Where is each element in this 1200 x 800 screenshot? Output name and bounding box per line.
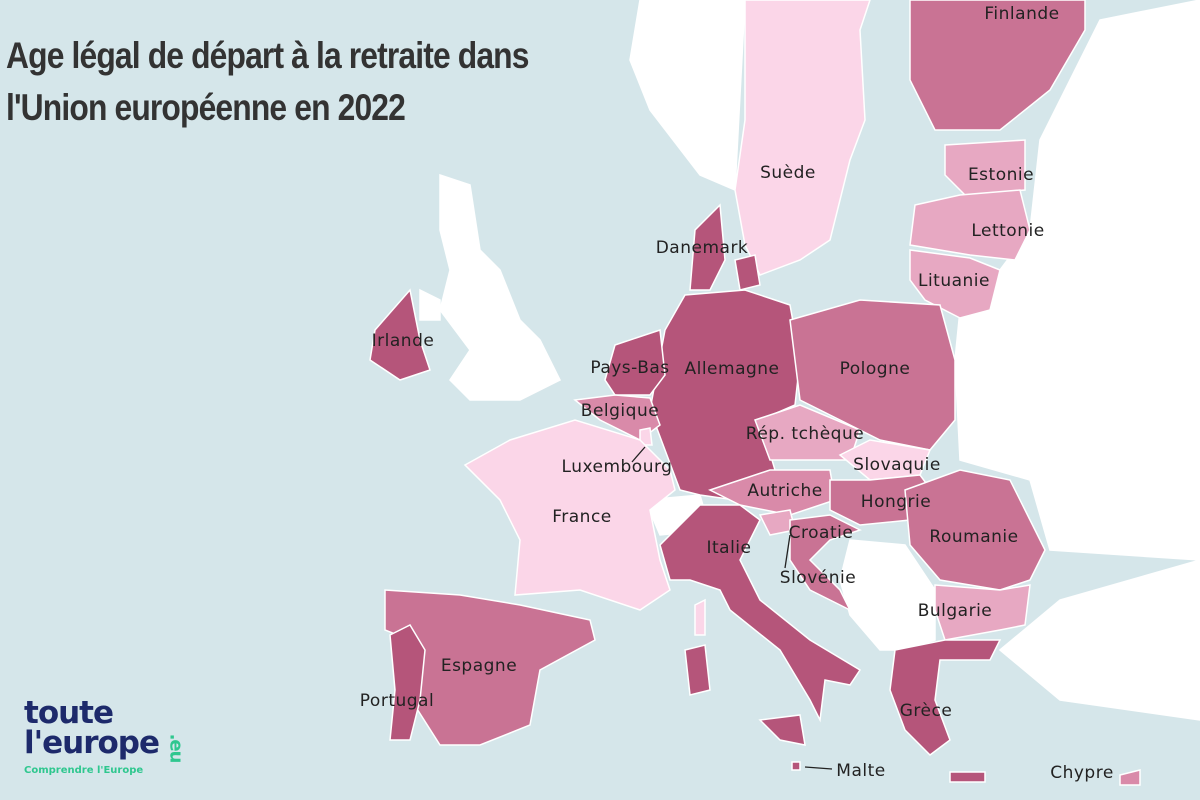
country-label: Lettonie (971, 221, 1044, 241)
country-label: Hongrie (861, 492, 931, 512)
logo-tld: .eu (165, 733, 187, 763)
logo-text: toute (24, 695, 114, 731)
logo-tagline: Comprendre l'Europe (24, 765, 144, 776)
country-label: Grèce (900, 701, 953, 721)
title: Age légal de départ à la retraite dans l… (6, 35, 529, 128)
country-label: Suède (760, 163, 816, 183)
country-label: Danemark (656, 238, 749, 258)
logo: toute l'europe .eu Comprendre l'Europe (24, 695, 190, 777)
country-label: Bulgarie (918, 601, 993, 621)
leader-lines (631, 446, 833, 770)
country-label: Autriche (747, 481, 822, 501)
country-label: Malte (836, 761, 885, 781)
country-label: Lituanie (918, 271, 990, 291)
country-label: Croatie (789, 523, 854, 543)
logo-text: l'europe .eu (24, 728, 190, 763)
country-label: Slovaquie (853, 455, 941, 475)
country-label: Irlande (372, 331, 435, 351)
country-label: Pologne (840, 359, 911, 379)
eu-countries (369, 0, 1141, 786)
country-label: Portugal (360, 691, 434, 711)
country-label: France (552, 507, 612, 527)
country-label: Luxembourg (562, 457, 673, 477)
country-label: Roumanie (929, 527, 1018, 547)
logo-text: l'europe (24, 725, 160, 761)
country-label: Slovénie (780, 568, 856, 588)
country-labels: Finlande Suède Estonie Lettonie Lituanie… (360, 4, 1114, 783)
country-label: Finlande (984, 4, 1059, 24)
country-label: Belgique (581, 401, 659, 421)
country-label: Espagne (441, 656, 517, 676)
country-label: Chypre (1050, 763, 1114, 783)
country-label: Rép. tchèque (746, 424, 864, 444)
country-label: Estonie (968, 165, 1034, 185)
country-label: Pays-Bas (590, 358, 669, 378)
country-label: Allemagne (684, 359, 779, 379)
country-label: Italie (706, 538, 751, 558)
